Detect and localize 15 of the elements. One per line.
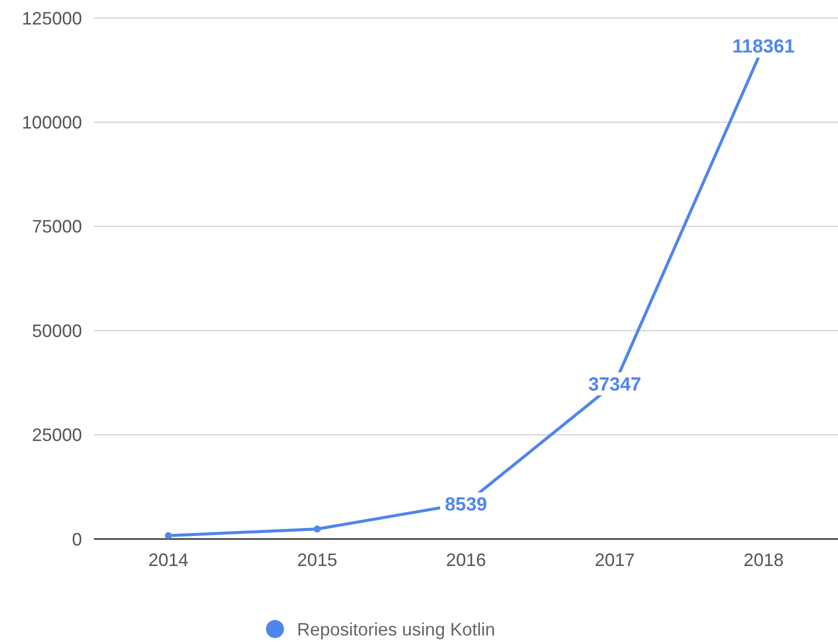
y-tick-label: 0 <box>72 529 82 550</box>
y-tick-label: 125000 <box>22 8 82 28</box>
data-label: 118361 <box>732 36 796 58</box>
legend-label: Repositories using Kotlin <box>297 619 496 640</box>
x-tick-label: 2016 <box>446 550 486 570</box>
x-tick-label: 2015 <box>297 550 338 570</box>
y-tick-label: 75000 <box>32 216 82 237</box>
y-tick-label: 50000 <box>32 320 82 341</box>
data-label: 8539 <box>444 494 488 516</box>
y-tick-label: 25000 <box>32 425 82 446</box>
x-tick-label: 2017 <box>594 550 635 570</box>
x-tick-label: 2018 <box>744 550 784 570</box>
y-tick-label: 100000 <box>22 112 82 132</box>
data-label: 37347 <box>588 374 642 396</box>
x-tick-label: 2014 <box>148 550 188 570</box>
